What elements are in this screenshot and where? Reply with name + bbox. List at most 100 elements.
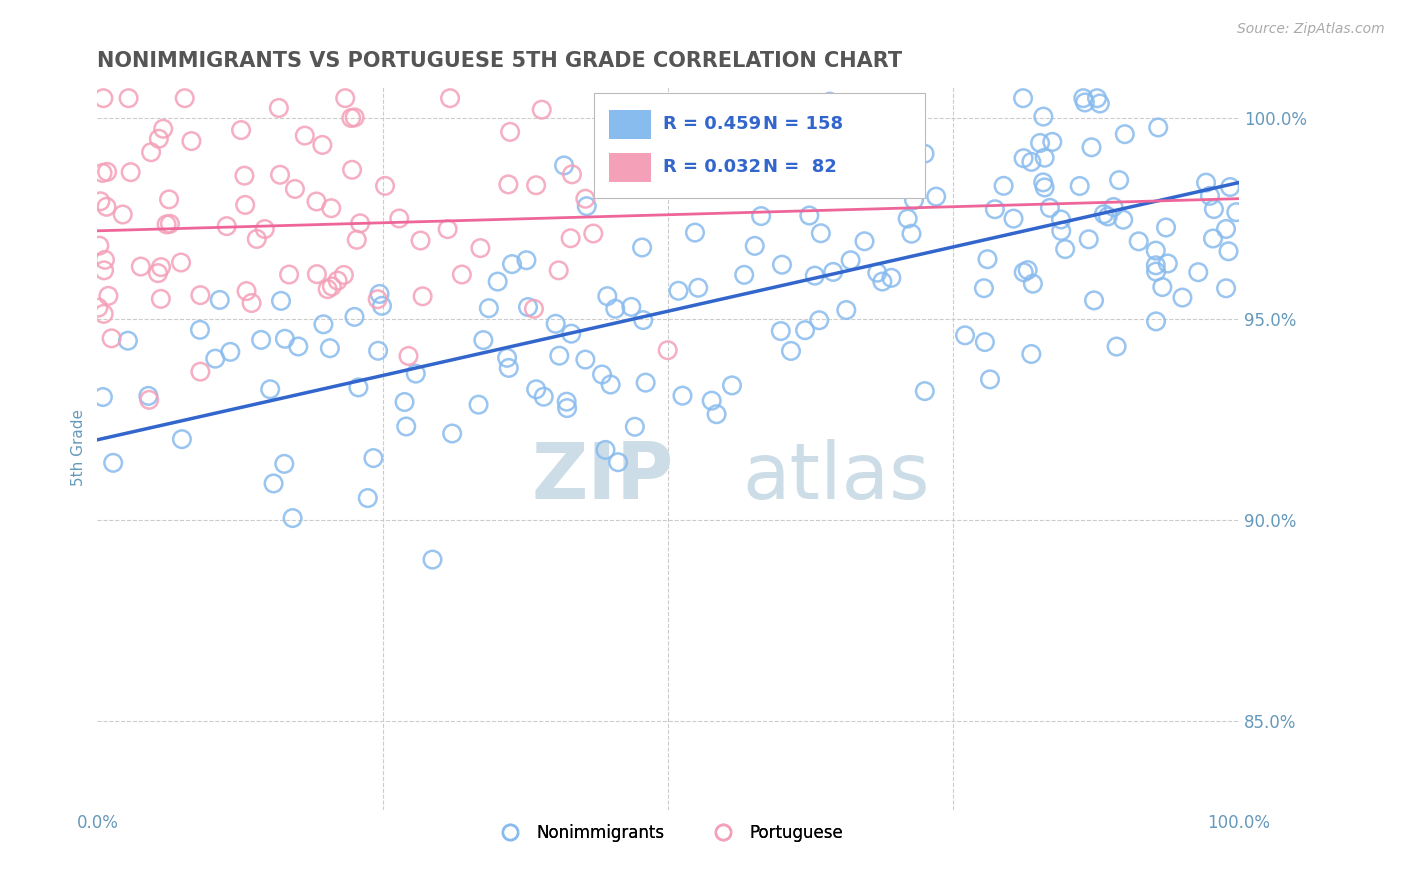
Point (839, 253, 862, 268)
Point (1144, 314, 1167, 328)
Point (702, 153, 724, 167)
Point (91, 166, 114, 180)
Point (100, 331, 122, 345)
Point (229, 123, 252, 137)
Point (259, 382, 281, 396)
Point (925, 189, 948, 203)
Point (436, 222, 458, 236)
Point (343, 310, 366, 324)
Point (498, 360, 520, 375)
Point (853, 234, 876, 248)
Point (170, 255, 193, 269)
Point (93, 91, 115, 105)
Point (246, 232, 269, 246)
Point (146, 266, 169, 280)
Point (810, 227, 832, 241)
Point (250, 333, 273, 347)
Point (714, 173, 737, 187)
Point (914, 146, 936, 161)
Point (170, 432, 193, 446)
Point (620, 300, 643, 314)
Point (190, 365, 212, 379)
Point (240, 296, 263, 310)
Point (1032, 175, 1054, 189)
Point (235, 284, 257, 298)
Point (683, 226, 706, 240)
Point (1012, 265, 1035, 279)
Point (1128, 235, 1150, 249)
Point (880, 270, 903, 285)
Point (357, 491, 380, 505)
Point (866, 266, 889, 280)
Point (111, 207, 134, 221)
Point (1021, 347, 1043, 361)
Point (831, 161, 853, 175)
Point (409, 234, 432, 248)
Point (321, 279, 343, 293)
Point (1144, 244, 1167, 258)
Point (1083, 293, 1105, 308)
Point (155, 218, 177, 232)
Point (398, 349, 420, 363)
Point (1077, 232, 1099, 246)
Point (544, 317, 567, 331)
Point (575, 199, 598, 213)
Point (900, 227, 922, 241)
Point (523, 301, 546, 316)
Point (305, 267, 328, 281)
Point (1202, 231, 1225, 245)
Point (499, 125, 522, 139)
Point (1002, 211, 1025, 226)
Point (530, 103, 553, 117)
Point (804, 268, 827, 283)
Point (367, 343, 389, 358)
Point (533, 390, 555, 404)
Point (347, 380, 370, 394)
Point (560, 326, 582, 341)
Point (1112, 212, 1135, 227)
Point (1195, 176, 1218, 190)
Point (524, 382, 547, 396)
Point (478, 301, 501, 315)
Point (395, 419, 418, 434)
Point (470, 241, 492, 255)
Point (472, 333, 495, 347)
Point (914, 384, 936, 398)
Text: Source: ZipAtlas.com: Source: ZipAtlas.com (1237, 22, 1385, 37)
Point (101, 456, 124, 470)
Point (270, 293, 292, 308)
Point (976, 252, 998, 267)
Point (1074, 95, 1097, 110)
Point (1154, 220, 1177, 235)
Point (794, 323, 817, 337)
Point (700, 393, 723, 408)
Point (89, 238, 111, 252)
Point (149, 292, 172, 306)
Point (574, 352, 596, 367)
Point (96, 165, 118, 179)
Point (835, 303, 858, 318)
Point (278, 268, 301, 282)
Point (1050, 224, 1073, 238)
Point (138, 389, 160, 403)
Point (631, 313, 654, 327)
FancyBboxPatch shape (593, 94, 925, 198)
Point (953, 328, 976, 343)
Point (1092, 207, 1115, 221)
Point (501, 257, 523, 271)
Point (374, 178, 396, 193)
Point (872, 275, 894, 289)
Text: R = 0.032: R = 0.032 (664, 158, 762, 177)
Point (1218, 244, 1240, 259)
FancyBboxPatch shape (609, 110, 651, 139)
Point (412, 289, 434, 303)
Point (343, 111, 366, 125)
Point (273, 457, 295, 471)
Point (1108, 173, 1130, 187)
Point (605, 301, 627, 316)
Point (1097, 210, 1119, 224)
Point (139, 145, 162, 160)
Point (498, 178, 520, 192)
Point (560, 231, 582, 245)
Point (94, 252, 117, 267)
